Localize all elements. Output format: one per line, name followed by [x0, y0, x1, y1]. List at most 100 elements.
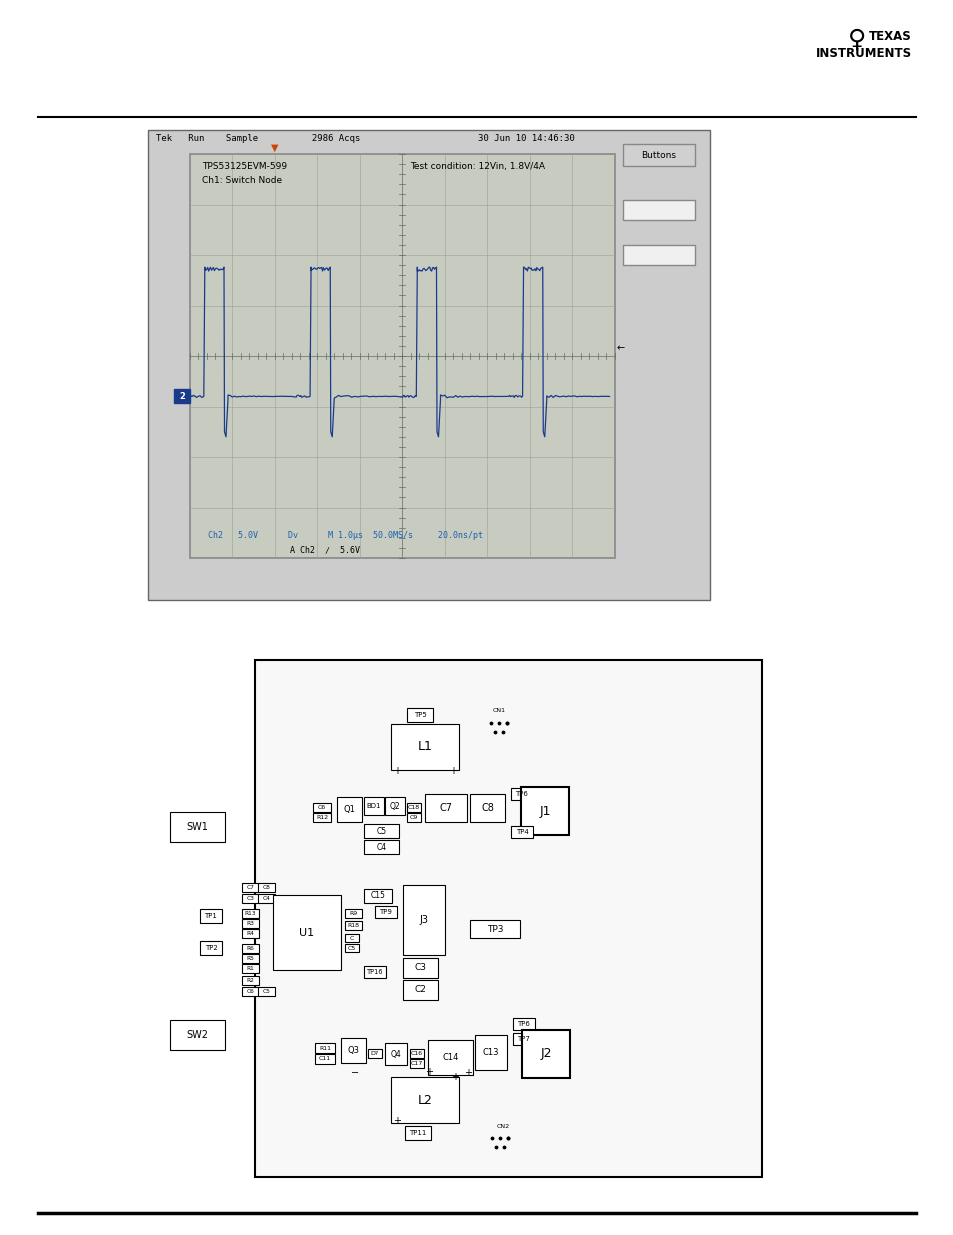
Bar	[200, 941, 222, 955]
Bar	[470, 920, 519, 939]
Bar	[242, 929, 258, 939]
Text: +: +	[393, 1116, 400, 1126]
Text: C3: C3	[414, 963, 426, 972]
Bar	[170, 1020, 225, 1050]
Text: C8: C8	[480, 803, 494, 813]
Text: C6: C6	[317, 805, 326, 810]
Text: C5: C5	[348, 946, 355, 951]
Text: A Ch2  ∕  5.6V: A Ch2 ∕ 5.6V	[290, 546, 359, 555]
Bar	[410, 1049, 423, 1058]
Text: CN2: CN2	[496, 1124, 509, 1129]
Text: TP6: TP6	[515, 790, 528, 797]
Text: Q2: Q2	[389, 802, 400, 810]
Text: TP1: TP1	[204, 913, 217, 919]
Text: C: C	[350, 935, 354, 941]
Bar	[520, 787, 568, 835]
Text: ▼: ▼	[271, 143, 278, 153]
Bar	[622, 245, 695, 266]
Bar	[375, 906, 396, 918]
Text: L1: L1	[417, 741, 432, 753]
Bar	[385, 1044, 407, 1065]
Bar	[336, 797, 361, 823]
Text: TP4: TP4	[515, 829, 528, 835]
Text: D?: D?	[371, 1051, 378, 1056]
Text: C17: C17	[411, 1061, 423, 1066]
Text: C5: C5	[262, 989, 270, 994]
Text: C3: C3	[246, 897, 254, 902]
Text: J2: J2	[539, 1047, 551, 1061]
Text: C4: C4	[262, 897, 270, 902]
Bar	[242, 976, 258, 986]
Text: Q1: Q1	[343, 805, 355, 814]
Text: TP7: TP7	[517, 1036, 530, 1042]
Bar	[405, 1126, 431, 1140]
Text: R11: R11	[318, 1046, 331, 1051]
Text: ←: ←	[617, 343, 624, 353]
Text: C8: C8	[262, 885, 270, 890]
Bar	[511, 826, 533, 839]
Bar	[402, 958, 437, 978]
Text: SW2: SW2	[186, 1030, 209, 1040]
Text: TP5: TP5	[414, 713, 426, 718]
Text: C14: C14	[442, 1053, 458, 1062]
Bar	[364, 840, 398, 853]
Text: TP3: TP3	[486, 925, 503, 934]
Bar	[148, 130, 709, 600]
Bar	[475, 1035, 506, 1070]
Bar	[391, 1077, 458, 1123]
Text: TEXAS
INSTRUMENTS: TEXAS INSTRUMENTS	[815, 30, 911, 61]
Bar	[407, 813, 420, 823]
Bar	[513, 1032, 535, 1045]
Bar	[313, 813, 331, 823]
Bar	[407, 708, 433, 722]
Text: R1: R1	[247, 966, 254, 971]
Text: R3: R3	[246, 921, 254, 926]
Text: C5: C5	[376, 826, 386, 836]
Bar	[242, 909, 258, 918]
Text: +: +	[451, 1072, 458, 1082]
Text: TP6: TP6	[517, 1021, 530, 1028]
Text: Ch1: Switch Node: Ch1: Switch Node	[202, 177, 282, 185]
Bar	[345, 921, 361, 930]
Text: Ch2   5.0V      Dv      M 1.0µs  50.0MS/s     20.0ns/pt: Ch2 5.0V Dv M 1.0µs 50.0MS/s 20.0ns/pt	[208, 531, 482, 541]
Text: R6: R6	[247, 946, 254, 951]
Bar	[470, 794, 504, 823]
Bar	[190, 154, 615, 558]
Bar	[242, 894, 258, 903]
Bar	[242, 987, 258, 995]
Bar	[521, 1030, 569, 1078]
Text: J3: J3	[419, 915, 428, 925]
Bar	[345, 909, 361, 918]
Text: +: +	[449, 766, 456, 776]
Bar	[173, 389, 190, 404]
Text: 30 Jun 10 14:46:30: 30 Jun 10 14:46:30	[477, 135, 574, 143]
Bar	[257, 883, 274, 892]
Bar	[622, 144, 695, 165]
Text: R2: R2	[246, 978, 254, 983]
Text: Tek   Run    Sample          2986 Acqs: Tek Run Sample 2986 Acqs	[156, 135, 360, 143]
Text: Test condition: 12Vin, 1.8V/4A: Test condition: 12Vin, 1.8V/4A	[410, 162, 544, 170]
Text: TP16: TP16	[366, 969, 383, 974]
Text: BD1: BD1	[366, 803, 381, 809]
Text: CN1: CN1	[492, 708, 505, 713]
Text: +: +	[393, 766, 400, 776]
Text: TP2: TP2	[204, 945, 217, 951]
Bar	[402, 981, 437, 1000]
Text: R18: R18	[347, 923, 359, 927]
Text: C4: C4	[376, 842, 386, 851]
Bar	[622, 200, 695, 220]
Text: C7: C7	[246, 885, 254, 890]
Bar	[273, 895, 340, 969]
Text: C15: C15	[370, 892, 385, 900]
Bar	[428, 1040, 473, 1074]
Bar	[200, 909, 222, 923]
Text: C11: C11	[318, 1056, 331, 1062]
Bar	[364, 824, 398, 839]
Text: C18: C18	[408, 805, 419, 810]
Text: C13: C13	[482, 1049, 498, 1057]
Text: C2: C2	[415, 986, 426, 994]
Text: C16: C16	[411, 1051, 422, 1056]
Text: +: +	[463, 1068, 472, 1078]
Text: TPS53125EVM-599: TPS53125EVM-599	[202, 162, 287, 170]
Bar	[242, 919, 258, 927]
